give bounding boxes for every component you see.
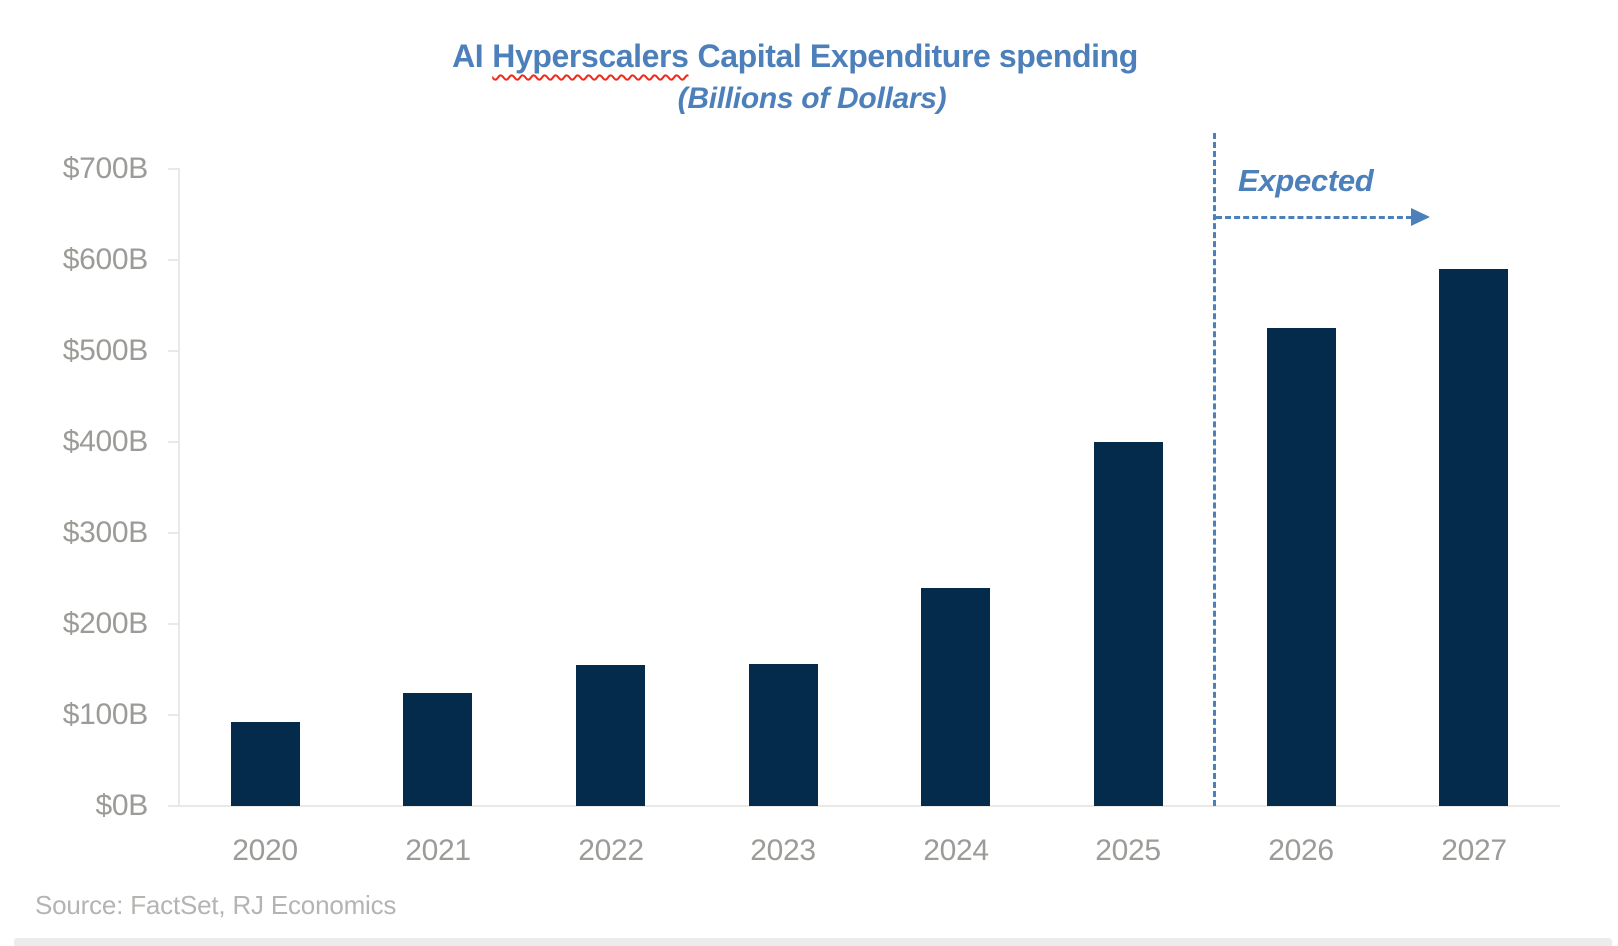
y-tick: [168, 441, 179, 443]
expected-divider-dashed-line: [1213, 133, 1216, 806]
x-tick-label-2021: 2021: [405, 834, 471, 867]
y-tick: [168, 805, 179, 807]
x-tick-label-2027: 2027: [1441, 834, 1507, 867]
chart-title: AI Hyperscalers Capital Expenditure spendi…: [395, 38, 1195, 78]
bar-2024: [921, 588, 990, 806]
y-tick-label-400: $400B: [62, 425, 149, 458]
y-tick-label-700: $700B: [62, 152, 149, 185]
title-misspelled-word: Hyperscalers: [492, 38, 689, 74]
bar-2023: [749, 664, 818, 806]
y-tick: [168, 168, 179, 170]
x-tick-label-2025: 2025: [1095, 834, 1161, 867]
arrow-right-icon: [1411, 208, 1430, 226]
x-tick-label-2023: 2023: [750, 834, 816, 867]
y-tick-label-100: $100B: [62, 698, 149, 731]
bar-2020: [231, 722, 300, 806]
y-axis-line: [178, 168, 180, 807]
expected-arrow-line: [1216, 216, 1412, 219]
x-tick-label-2022: 2022: [578, 834, 644, 867]
x-axis-line: [168, 805, 1560, 807]
y-tick: [168, 532, 179, 534]
bar-2022: [576, 665, 645, 806]
bar-2027: [1439, 269, 1508, 806]
bar-2025: [1094, 442, 1163, 806]
y-tick: [168, 350, 179, 352]
title-prefix: AI: [452, 38, 484, 74]
bottom-divider: [14, 938, 1612, 946]
y-tick-label-0: $0B: [95, 789, 149, 822]
y-tick: [168, 259, 179, 261]
y-tick-label-300: $300B: [62, 516, 149, 549]
x-tick-label-2024: 2024: [923, 834, 989, 867]
y-tick-label-200: $200B: [62, 607, 149, 640]
y-tick: [168, 623, 179, 625]
y-tick-label-600: $600B: [62, 243, 149, 276]
chart-subtitle: (Billions of Dollars): [677, 82, 947, 115]
x-tick-label-2020: 2020: [232, 834, 298, 867]
bar-2026: [1267, 328, 1336, 806]
y-tick-label-500: $500B: [62, 334, 149, 367]
title-suffix: Capital Expenditure spending: [697, 38, 1139, 74]
bar-2021: [403, 693, 472, 806]
source-caption: Source: FactSet, RJ Economics: [35, 890, 397, 920]
x-tick-label-2026: 2026: [1268, 834, 1334, 867]
expected-label: Expected: [1238, 163, 1374, 198]
y-tick: [168, 714, 179, 716]
